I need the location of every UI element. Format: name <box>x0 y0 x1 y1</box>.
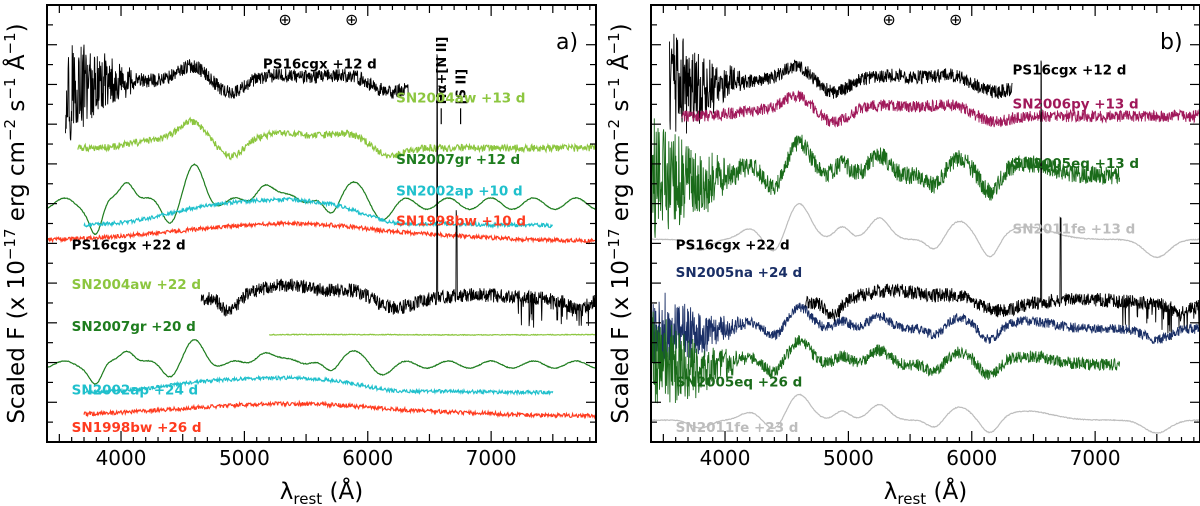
series-label: SN1998bw +26 d <box>72 420 202 436</box>
series-line-0-3 <box>83 196 553 230</box>
telluric-icon: ⊕ <box>345 10 358 29</box>
line-id-label: Hα+[N II] <box>435 37 450 105</box>
series-label: SN2006py +13 d <box>1012 96 1138 112</box>
series-line-0-0 <box>65 44 409 141</box>
series-line-0-1 <box>77 116 596 161</box>
x-tick-label: 6000 <box>342 446 393 470</box>
series-label: SN2005na +24 d <box>676 265 802 281</box>
x-tick-label: 7000 <box>1070 446 1121 470</box>
series-label: PS16cgx +12 d <box>263 57 377 73</box>
telluric-icon: ⊕ <box>949 10 962 29</box>
panel-tag: b) <box>1160 30 1183 55</box>
panel-tag: a) <box>556 30 578 55</box>
series-label: SN2007gr +12 d <box>396 152 520 168</box>
telluric-icon: ⊕ <box>882 10 895 29</box>
series-label: PS16cgx +12 d <box>1012 63 1126 79</box>
series-label: SN2005eq +26 d <box>676 374 803 390</box>
x-axis-title: λrest (Å) <box>884 477 967 506</box>
series-line-0-9 <box>83 399 596 420</box>
x-tick-label: 5000 <box>823 446 874 470</box>
series-line-1-2 <box>651 118 1121 238</box>
telluric-icon: ⊕ <box>278 10 291 29</box>
line-id-label: [S II] <box>455 69 470 104</box>
series-line-1-1 <box>681 90 1200 128</box>
series-line-1-3 <box>651 202 1200 259</box>
series-line-1-7 <box>651 393 1200 434</box>
series-line-0-4 <box>47 219 596 245</box>
series-label: PS16cgx +22 d <box>72 237 186 253</box>
series-line-0-7 <box>47 339 596 385</box>
series-line-1-6 <box>651 311 1121 404</box>
series-label: PS16cgx +22 d <box>676 237 790 253</box>
x-tick-label: 6000 <box>946 446 997 470</box>
series-label: SN2011fe +13 d <box>1012 221 1135 237</box>
x-tick-label: 4000 <box>96 446 147 470</box>
x-tick-label: 7000 <box>466 446 517 470</box>
series-line-0-6 <box>269 333 596 337</box>
series-line-1-5 <box>651 292 1200 367</box>
series-line-0-8 <box>83 374 554 397</box>
x-tick-label: 5000 <box>219 446 270 470</box>
series-line-0-5 <box>200 54 596 328</box>
series-label: SN1998bw +10 d <box>396 213 526 229</box>
y-axis-title: Scaled F (x 10−17 erg cm−2 s−1 Å−1) <box>1 23 30 423</box>
plot-area <box>651 33 1200 434</box>
x-axis-title: λrest (Å) <box>280 477 363 506</box>
series-label: SN2007gr +20 d <box>72 319 196 335</box>
plot-area <box>47 44 596 420</box>
y-axis-title: Scaled F (x 10−17 erg cm−2 s−1 Å−1) <box>605 23 634 423</box>
series-line-1-4 <box>804 60 1200 340</box>
series-label: SN2005eq +13 d <box>1012 156 1139 172</box>
series-label: SN2004aw +22 d <box>72 277 201 293</box>
panel-b: 4000 5000 6000 7000 λrest (Å) Scaled F (x 10−… <box>605 4 1200 506</box>
series-label: SN2002ap +10 d <box>396 184 523 200</box>
series-label: SN2002ap +24 d <box>72 382 199 398</box>
series-label: SN2004aw +13 d <box>396 90 525 106</box>
series-label: SN2011fe +23 d <box>676 420 799 436</box>
panel-a: 4000 5000 6000 7000 λrest (Å) Scaled F (x 10−… <box>1 4 597 506</box>
series-line-1-0 <box>669 33 1013 134</box>
x-tick-label: 4000 <box>700 446 751 470</box>
